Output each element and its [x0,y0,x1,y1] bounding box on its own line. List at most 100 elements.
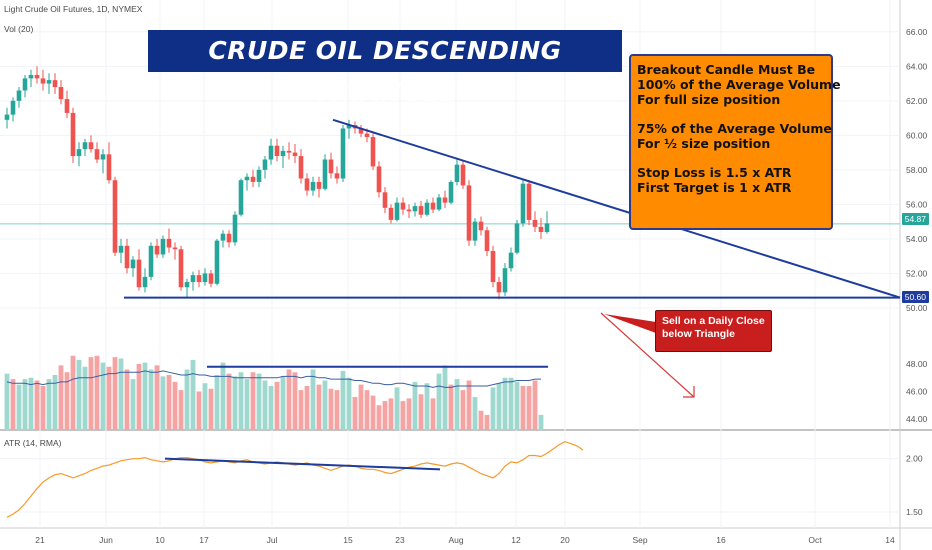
volume-bar [382,401,388,430]
candle-body [178,249,184,288]
volume-bar [160,376,166,430]
volume-bar [52,375,58,430]
volume-bar [454,379,460,430]
volume-bar [496,383,502,430]
volume-bar [364,390,370,430]
volume-bar [508,377,514,430]
x-tick-label: 17 [199,535,209,545]
volume-bar [136,364,142,430]
x-tick-label: 10 [155,535,165,545]
x-tick-label: 15 [343,535,353,545]
resistance-trendline [332,118,901,299]
volume-bar [226,373,232,430]
volume-bar [214,375,220,430]
callout-line: below Triangle [662,328,735,340]
volume-pane [4,355,544,430]
volume-bar [172,381,178,430]
volume-bar [424,383,430,430]
volume-bar [532,380,538,430]
x-tick-label: 14 [885,535,895,545]
volume-bar [76,359,82,430]
candle-body [262,159,268,170]
volume-bar [82,366,88,430]
candle-body [304,178,310,191]
candle-body [280,150,286,157]
volume-bar [184,369,190,430]
volume-bar [142,362,148,430]
volume-bar [94,355,100,430]
candle-body [124,245,130,269]
volume-bar [406,398,412,430]
volume-bar [130,379,136,430]
volume-bar [400,401,406,430]
candle-body [220,233,226,241]
volume-bar [244,379,250,430]
volume-bar [352,397,358,430]
candle-body [292,152,298,157]
candle-body [256,169,262,182]
volume-bar [196,391,202,430]
x-tick-label: 12 [511,535,521,545]
candle-body [190,275,196,283]
volume-bar [490,387,496,430]
note-line: Breakout Candle Must Be [637,62,816,77]
volume-bar [418,394,424,430]
candle-body [346,124,352,129]
candle-body [286,150,292,153]
volume-bar [274,381,280,430]
volume-bar [190,359,196,430]
y-tick-label: 50.00 [906,303,928,313]
atr-line [6,440,584,518]
candle-body [382,192,388,208]
x-tick-label: Oct [808,535,822,545]
candle-body [100,154,106,160]
candle-body [28,74,34,79]
volume-bar [388,398,394,430]
volume-bar [340,370,346,430]
candle-body [466,185,472,241]
candle-body [502,268,508,293]
x-tick-label: Jun [99,535,113,545]
candle-body [376,166,382,193]
volume-bar [256,373,262,430]
volume-bar [166,375,172,430]
volume-bar [538,414,544,430]
candle-body [10,100,16,115]
candle-body [238,180,244,215]
volume-bar [304,386,310,430]
candle-body [412,206,418,212]
volume-bar [370,395,376,430]
candle-body [370,137,376,167]
atr-trendline [164,457,441,471]
y-tick-label: 54.00 [906,234,928,244]
candle-body [454,164,460,182]
candle-body [22,78,28,91]
candle-body [364,133,370,138]
candle-body [526,183,532,220]
candle-body [358,128,364,134]
strategy-note: Breakout Candle Must Be 100% of the Aver… [629,54,841,230]
candle-body [52,80,58,88]
candle-body [118,245,124,253]
volume-bar [154,365,160,430]
candle-body [136,259,142,288]
candle-body [4,114,10,120]
volume-bar [148,369,154,430]
candle-body [424,202,430,215]
candle-body [112,180,118,253]
volume-bar [280,376,286,430]
callout-line: Sell on a Daily Close [662,315,765,327]
volume-bar [262,380,268,430]
volume-bar [436,373,442,430]
candle-body [148,245,154,277]
note-line: First Target is 1 x ATR [637,180,792,195]
note-line: For full size position [637,92,781,107]
candle-body [34,74,40,79]
volume-bar [106,366,112,430]
candle-body [202,273,208,283]
volume-bar [232,376,238,430]
volume-bar [322,380,328,430]
x-tick-label: Jul [267,535,278,545]
volume-bar [430,398,436,430]
candle-body [130,259,136,269]
